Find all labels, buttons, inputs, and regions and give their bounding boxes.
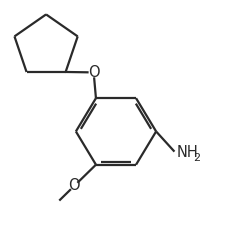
Text: O: O [88,65,99,80]
Text: NH: NH [176,145,198,160]
Text: 2: 2 [192,153,200,163]
Text: O: O [68,178,80,193]
